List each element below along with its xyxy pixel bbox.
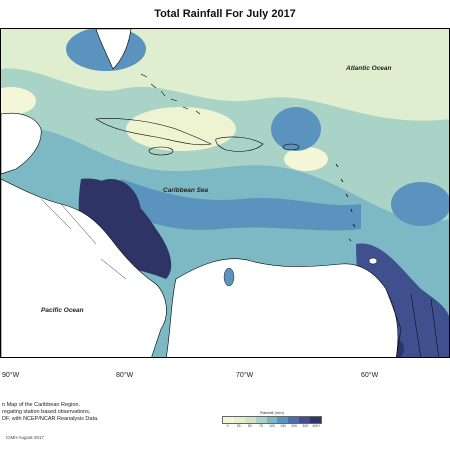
lon-label-60w: 60°W (361, 372, 379, 379)
land-central-america (1, 178, 167, 357)
legend-tick-label: 300 (302, 424, 309, 428)
legend-swatch (266, 417, 278, 423)
land-hispaniola (215, 136, 264, 152)
lon-label-80w: 80°W (116, 372, 134, 379)
legend-swatch (277, 417, 289, 423)
note-line-2: regating station based observations, (2, 409, 91, 415)
note-line-1: n Map of the Caribbean Region. (2, 402, 80, 408)
land-florida (95, 29, 132, 70)
legend-title: Rainfall (mm) (260, 410, 284, 415)
legend-tick-label: 400+ (312, 424, 321, 428)
atlantic-ocean-label: Atlantic Ocean (346, 65, 392, 72)
rainfall-zone-dry-east (284, 147, 328, 171)
legend-swatch (310, 417, 322, 423)
land-bahamas (140, 73, 201, 115)
border-central-america (40, 198, 127, 280)
caribbean-sea-label: Caribbean Sea (163, 187, 209, 194)
lon-label-90w: 90°W (2, 372, 20, 379)
legend-tick-label: 25 (236, 424, 241, 428)
rainfall-zone-dry-antilles (126, 107, 236, 151)
land-lesser-antilles (335, 163, 356, 242)
border-guianas (385, 288, 439, 357)
lake-maracaibo (223, 267, 235, 287)
rainfall-zone-blob-a (271, 107, 321, 151)
legend-swatch (255, 417, 267, 423)
land-jamaica (148, 146, 174, 156)
rainfall-zone-dry-gulf (1, 87, 36, 115)
legend-tick-label: 75 (258, 424, 263, 428)
legend-ticks: 0 25 50 75 100 150 200 300 400+ (222, 424, 322, 428)
legend-swatch (288, 417, 300, 423)
legend-tick-label: 50 (247, 424, 252, 428)
legend-swatch (223, 417, 234, 423)
pacific-ocean-label: Pacific Ocean (41, 307, 84, 314)
legend-tick-label: 100 (269, 424, 275, 428)
rainfall-legend: Rainfall (mm) 0 25 50 75 100 150 200 300 400+ (222, 410, 322, 428)
land-trinidad (368, 257, 378, 265)
land-cuba (95, 118, 212, 146)
legend-tick-label: 200 (291, 424, 298, 428)
legend-swatch (233, 417, 245, 423)
legend-swatch (299, 417, 311, 423)
legend-tick-label: 0 (226, 424, 229, 428)
footer-note: CIMH August-2017 (6, 435, 45, 440)
legend-color-bar (222, 416, 322, 424)
map-canvas (1, 29, 449, 357)
lon-label-70w: 70°W (236, 372, 254, 379)
rainfall-zone-band (111, 179, 361, 231)
legend-tick-label: 150 (280, 424, 287, 428)
land-puerto-rico (282, 143, 300, 151)
land-south-america (166, 258, 399, 357)
map-title: Total Rainfall For July 2017 (154, 8, 296, 20)
rainfall-map: Atlantic Ocean Caribbean Sea Pacific Oce… (0, 28, 450, 358)
land-yucatan (1, 112, 42, 175)
rainfall-zone-blob-b (391, 182, 449, 226)
legend-swatch (244, 417, 256, 423)
note-line-3: DF, with NCEP/NCAR Reanalysis Data. (2, 416, 99, 422)
